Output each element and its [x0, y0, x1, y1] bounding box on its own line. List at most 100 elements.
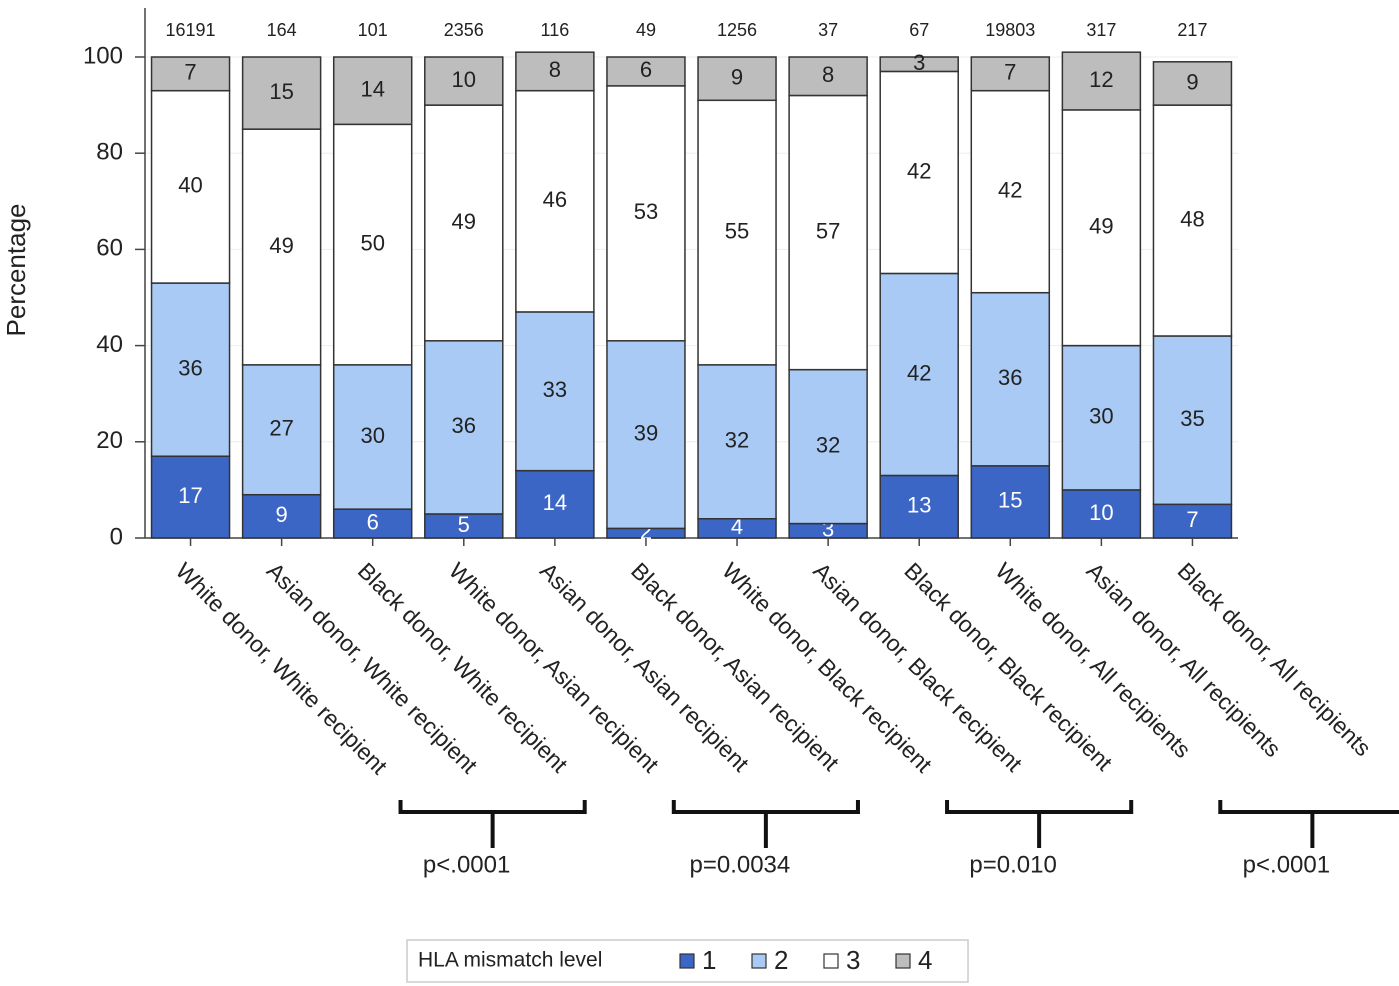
- bar-segment: [424, 340, 504, 515]
- count-label: 116: [541, 20, 570, 40]
- value-label: 7: [1004, 60, 1016, 85]
- value-label: 50: [360, 230, 384, 255]
- value-label: 6: [640, 57, 652, 82]
- value-label: 9: [1186, 69, 1198, 94]
- bar-segment: [1061, 109, 1142, 347]
- count-label: 317: [1086, 20, 1116, 40]
- value-label: 12: [1089, 67, 1113, 92]
- bar-segment: [1152, 61, 1233, 106]
- legend-swatch: [751, 953, 767, 969]
- bar-segment: [332, 508, 413, 539]
- bar-segment: [1152, 335, 1233, 506]
- count-label: 67: [909, 20, 929, 40]
- y-tick-label: 20: [96, 427, 123, 454]
- value-label: 5: [458, 512, 470, 537]
- bar-segment: [150, 56, 231, 92]
- bar-segment: [970, 56, 1051, 92]
- value-label: 46: [543, 187, 567, 212]
- y-tick-label: 40: [96, 331, 123, 358]
- bar-segment: [1061, 51, 1142, 111]
- x-tick-label: Black donor, All recipients: [1173, 557, 1377, 761]
- bar-segment: [424, 513, 504, 539]
- bar-segment: [241, 56, 322, 130]
- value-label: 17: [178, 483, 202, 508]
- p-value: p<.0001: [1243, 851, 1330, 878]
- count-label: 16191: [166, 20, 216, 40]
- value-label: 40: [178, 173, 202, 198]
- value-label: 49: [452, 209, 476, 234]
- legend-label: 4: [918, 945, 932, 975]
- bar-segment: [1152, 104, 1233, 337]
- bar-segment: [150, 89, 231, 284]
- count-label: 164: [267, 20, 297, 40]
- value-label: 30: [360, 423, 384, 448]
- value-label: 10: [1089, 500, 1113, 525]
- value-label: 3: [913, 50, 925, 75]
- value-label: 9: [276, 502, 288, 527]
- bar-segment: [515, 311, 595, 472]
- value-label: 36: [178, 355, 202, 380]
- bar-segment: [970, 291, 1051, 467]
- value-label: 9: [731, 64, 743, 89]
- bar-segment: [606, 340, 686, 530]
- legend-swatch: [679, 953, 695, 969]
- bracket: [671, 800, 860, 848]
- y-tick-label: 0: [110, 523, 123, 550]
- value-label: 13: [907, 493, 931, 518]
- legend-label: 2: [774, 945, 788, 975]
- bar-segment: [515, 89, 595, 313]
- bar-segment: [150, 282, 231, 457]
- bar-segment: [424, 56, 504, 106]
- p-value: p=0.010: [969, 851, 1056, 878]
- y-tick-label: 60: [96, 235, 123, 262]
- value-label: 33: [543, 377, 567, 402]
- value-label: 42: [907, 360, 931, 385]
- bar-segment: [332, 123, 413, 366]
- bar-segment: [150, 455, 231, 539]
- value-label: 48: [1180, 206, 1204, 231]
- bar-segment: [332, 56, 413, 126]
- legend-label: 1: [702, 945, 716, 975]
- value-label: 4: [731, 514, 743, 539]
- value-label: 53: [634, 199, 658, 224]
- count-label: 37: [818, 20, 838, 40]
- value-label: 42: [907, 158, 931, 183]
- bar-segment: [515, 51, 595, 92]
- y-axis-label: Percentage: [1, 204, 31, 337]
- count-label: 1256: [717, 20, 757, 40]
- legend-label: 3: [846, 945, 860, 975]
- bar-segment: [879, 474, 959, 539]
- p-value: p<.0001: [423, 851, 510, 878]
- value-label: 15: [269, 79, 293, 104]
- count-label: 49: [636, 20, 656, 40]
- value-label: 49: [1089, 214, 1113, 239]
- value-label: 8: [549, 57, 561, 82]
- y-tick-label: 80: [96, 139, 123, 166]
- value-label: 7: [184, 60, 196, 85]
- bar-segment: [970, 465, 1051, 539]
- p-value: p=0.0034: [689, 851, 790, 878]
- bar-segment: [1061, 489, 1142, 539]
- bar-segment: [606, 85, 686, 342]
- bar-segment: [879, 56, 959, 73]
- value-label: 27: [269, 416, 293, 441]
- value-label: 57: [816, 218, 840, 243]
- bar-segment: [788, 368, 868, 525]
- value-label: 14: [360, 76, 384, 101]
- bar-segment: [879, 70, 959, 275]
- bar-segment: [332, 364, 413, 510]
- y-tick-label: 100: [83, 42, 123, 69]
- count-label: 19803: [985, 20, 1035, 40]
- count-label: 217: [1177, 20, 1207, 40]
- value-label: 42: [998, 177, 1022, 202]
- value-label: 14: [543, 490, 567, 515]
- bar-segment: [241, 364, 322, 496]
- legend-swatch: [823, 953, 839, 969]
- value-label: 10: [452, 67, 476, 92]
- bar-segment: [697, 99, 777, 366]
- value-label: 36: [452, 413, 476, 438]
- bar-segment: [788, 56, 868, 97]
- legend-title: HLA mismatch level: [418, 949, 602, 972]
- bar-segment: [606, 56, 686, 87]
